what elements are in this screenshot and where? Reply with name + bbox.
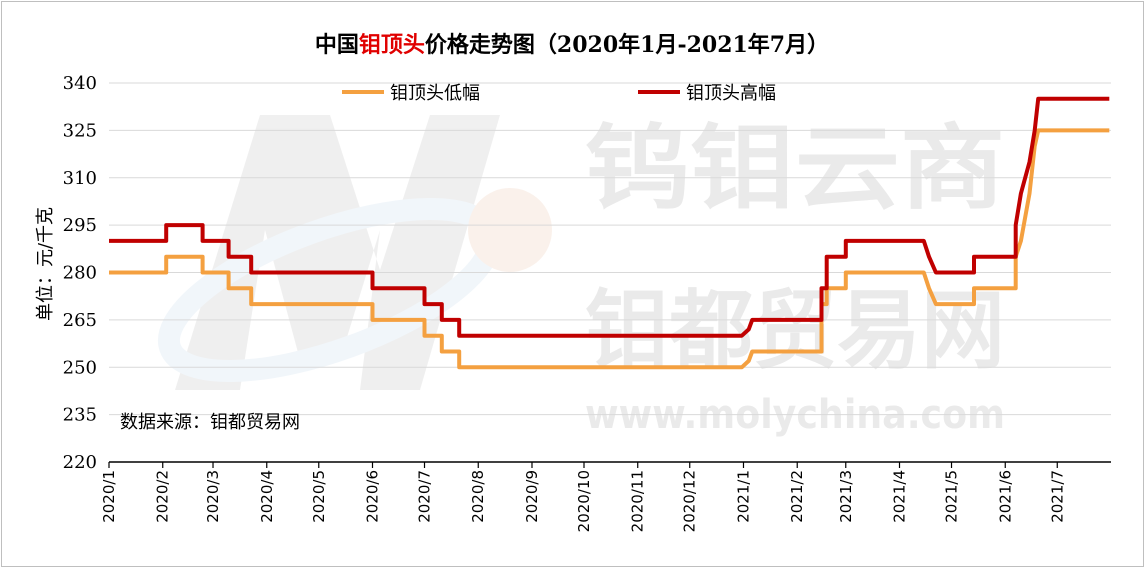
series-lines — [109, 96, 1110, 370]
x-axis: 2020/1 2020/2 2020/3 2020/4 2020/5 2020/6 2020… — [100, 461, 1111, 532]
x-tick-label: 2021/6 — [996, 470, 1014, 523]
title-part-2: 价格走势图（2020年1月-2021年7月） — [425, 32, 829, 58]
x-tick-label: 2020/5 — [310, 470, 328, 523]
x-tick-label: 2021/4 — [891, 470, 909, 523]
series-line-low — [109, 128, 1110, 370]
y-tick-label: 280 — [63, 263, 97, 284]
x-tick-label: 2020/6 — [364, 470, 382, 523]
y-tick-label: 235 — [63, 405, 97, 426]
x-tick-label: 2021/7 — [1048, 470, 1066, 523]
y-tick-label: 220 — [63, 452, 97, 473]
x-tick-label: 2020/9 — [523, 470, 541, 523]
y-tick-label: 250 — [63, 357, 97, 378]
x-tick-label: 2021/5 — [943, 470, 961, 523]
x-tick-label: 2020/8 — [469, 470, 487, 523]
y-axis-label: 单位：元/千克 — [35, 207, 56, 321]
y-tick-label: 265 — [63, 310, 97, 331]
legend-label-high: 钼顶头高幅 — [686, 83, 776, 104]
x-tick-label: 2021/3 — [837, 470, 855, 523]
watermark: 钨钼云商 钼都贸易网 www.molychina.com — [157, 115, 1005, 438]
watermark-text-1: 钨钼云商 — [585, 115, 1005, 222]
x-tick-label: 2020/1 — [100, 470, 118, 523]
y-tick-label: 295 — [63, 215, 97, 236]
watermark-logo — [157, 115, 552, 390]
x-tick-label: 2020/2 — [154, 470, 172, 523]
y-tick-label: 310 — [63, 168, 97, 189]
x-tick-label: 2020/4 — [258, 470, 276, 523]
chart-title: 中国钼顶头价格走势图（2020年1月-2021年7月） — [315, 32, 829, 58]
y-axis-ticks: 220 235 250 265 280 295 310 325 340 — [63, 73, 97, 473]
x-tick-label: 2020/3 — [204, 470, 222, 523]
x-tick-label: 2020/11 — [629, 470, 647, 532]
x-tick-label: 2020/12 — [681, 470, 699, 532]
title-part-1: 钼顶头 — [359, 32, 425, 58]
x-tick-label: 2021/1 — [734, 470, 752, 523]
y-tick-label: 325 — [63, 120, 97, 141]
title-part-0: 中国 — [315, 32, 359, 58]
x-tick-label: 2021/2 — [788, 470, 806, 523]
series-line-high — [109, 96, 1110, 338]
legend: 钼顶头低幅 钼顶头高幅 — [342, 83, 776, 104]
y-tick-label: 340 — [63, 73, 97, 94]
legend-label-low: 钼顶头低幅 — [390, 83, 480, 104]
source-annotation: 数据来源：钼都贸易网 — [120, 412, 300, 433]
x-tick-label: 2020/10 — [575, 470, 593, 532]
x-tick-label: 2020/7 — [416, 470, 434, 523]
